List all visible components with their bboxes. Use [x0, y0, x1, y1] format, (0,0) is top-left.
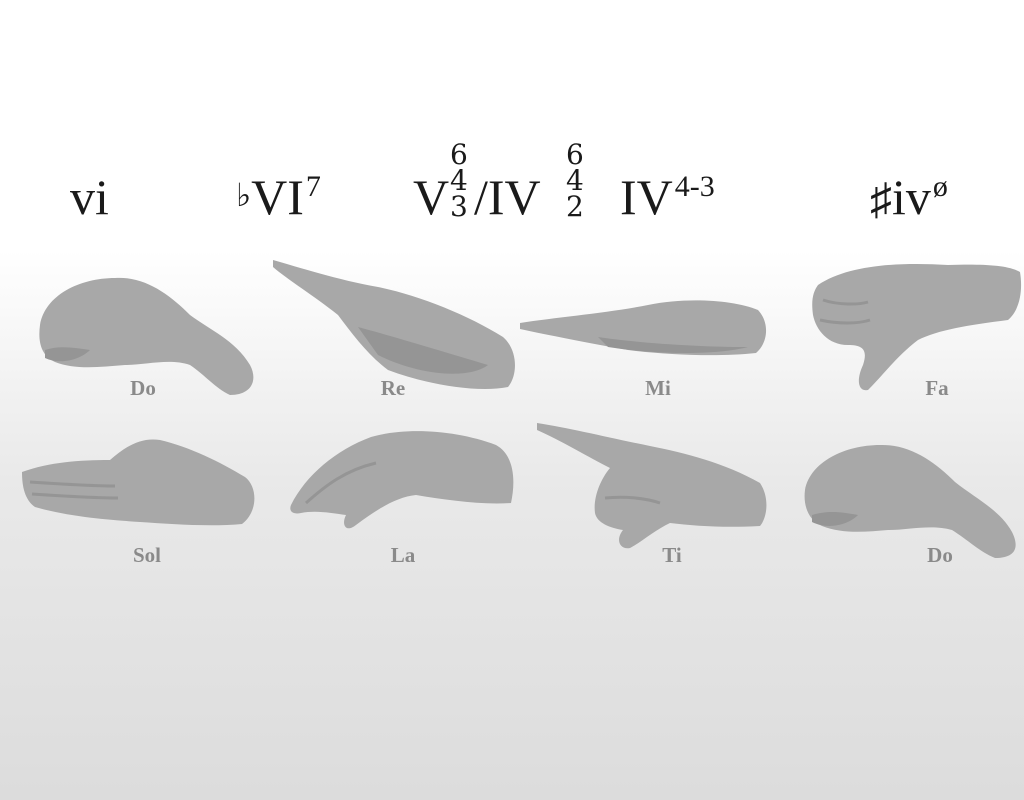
sharp-accidental: ♯	[870, 175, 892, 224]
solfege-label-re: Re	[380, 376, 406, 400]
figured-bass-643: 6 4 3	[450, 138, 468, 223]
solfege-label-mi: Mi	[645, 376, 671, 400]
chord-superscript: 7	[305, 170, 321, 203]
figure-middle: 4	[450, 164, 468, 197]
open-palm-icon	[20, 432, 260, 532]
chord-sharp-iv-half-diminished: ♯ivø	[870, 169, 948, 225]
chord-flat-vi7: ♭VI7	[236, 169, 321, 225]
chord-base: IV	[620, 169, 673, 225]
solfege-label-do: Do	[130, 376, 156, 400]
thumb-down-icon	[808, 260, 1023, 395]
figure-top: 6	[450, 138, 468, 171]
chord-v43-of-iv: V	[413, 172, 449, 222]
closed-fist-icon	[800, 440, 1022, 560]
figure-bottom: 2	[566, 190, 584, 223]
pointing-finger-icon	[535, 418, 770, 553]
solfege-label-ti: Ti	[662, 543, 682, 567]
solfege-label-do-high: Do	[927, 543, 953, 567]
closed-fist-icon	[30, 270, 260, 400]
chord-superscript: 4-3	[674, 170, 715, 203]
flat-hand-level-icon	[518, 295, 770, 360]
chord-suffix: /IV	[474, 169, 541, 225]
chord-superscript: ø	[932, 170, 948, 203]
chord-base: VI	[251, 169, 304, 225]
chord-base: iv	[892, 169, 931, 225]
figured-bass-642: 6 4 2	[566, 138, 584, 223]
drooping-hand-icon	[286, 425, 518, 535]
solfege-label-sol: Sol	[132, 543, 161, 567]
chord-secondary-suffix: /IV	[474, 172, 541, 222]
figure-middle: 4	[566, 164, 584, 197]
figure-bottom: 3	[450, 190, 468, 223]
solfege-label-la: La	[390, 543, 416, 567]
flat-hand-slanted-up-icon	[268, 255, 520, 395]
chord-iv-suspension: IV4-3	[620, 169, 715, 225]
flat-accidental: ♭	[236, 177, 252, 213]
chord-base: vi	[70, 169, 109, 225]
chord-vi: vi	[70, 172, 109, 222]
chord-base: V	[413, 169, 450, 225]
solfege-label-fa: Fa	[925, 376, 949, 400]
figure-top: 6	[566, 138, 584, 171]
